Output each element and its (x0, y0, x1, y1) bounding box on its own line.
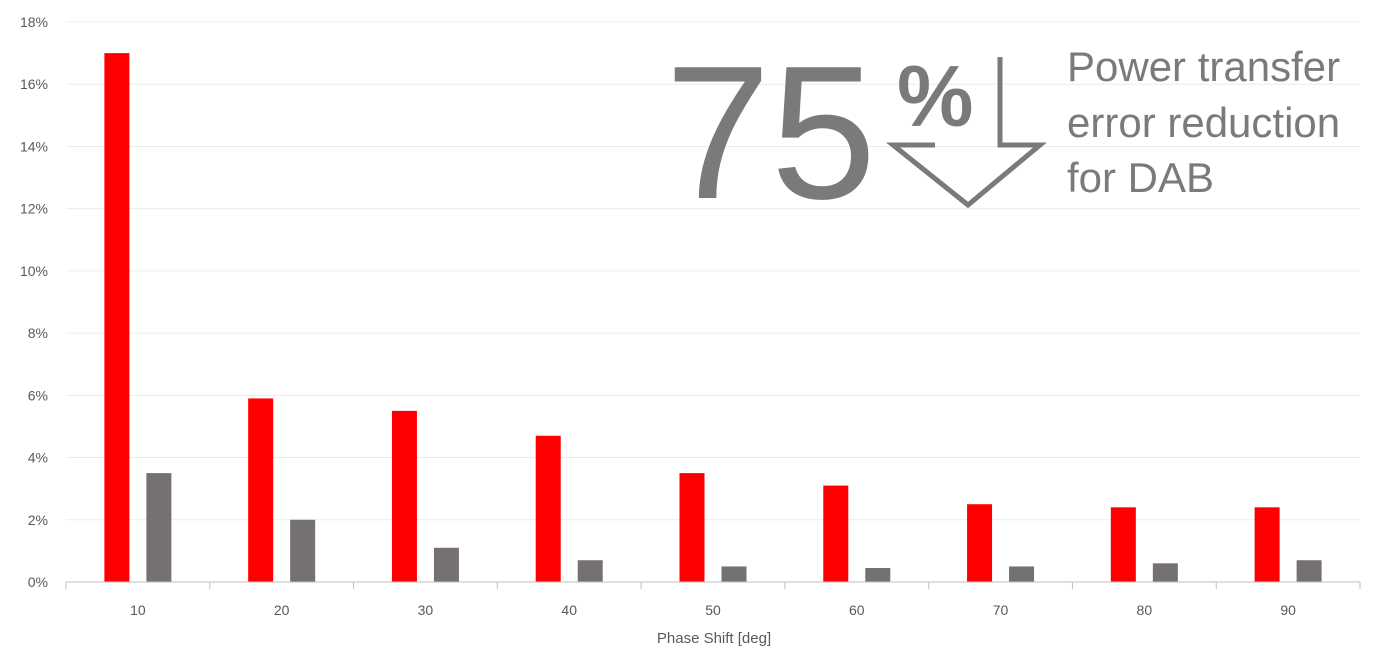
x-tick-label: 40 (561, 602, 577, 618)
y-tick-label: 14% (20, 138, 48, 154)
bar-series-1-40 (535, 435, 561, 582)
bar-series-2-70 (1009, 566, 1035, 582)
bar-series-1-30 (391, 410, 417, 582)
x-tick-label: 70 (993, 602, 1009, 618)
x-tick-label: 30 (418, 602, 434, 618)
callout-value: 75 (665, 27, 876, 239)
callout: 75 % Power transfer error reduction for … (665, 27, 1340, 239)
bar-series-1-10 (104, 53, 130, 583)
y-tick-label: 16% (20, 76, 48, 92)
down-arrow-icon (885, 57, 1047, 209)
bar-series-1-60 (823, 485, 849, 582)
bar-series-2-80 (1152, 563, 1178, 582)
x-tick-label: 90 (1280, 602, 1296, 618)
bar-series-1-70 (967, 504, 993, 582)
y-tick-label: 10% (20, 263, 48, 279)
bar-series-2-60 (865, 568, 891, 582)
x-axis-title: Phase Shift [deg] (657, 630, 771, 647)
bar-series-2-50 (721, 566, 747, 582)
bar-series-2-90 (1296, 560, 1322, 582)
bar-series-2-30 (433, 547, 459, 582)
y-tick-label: 6% (28, 387, 48, 403)
y-tick-label: 12% (20, 201, 48, 217)
grid-lines (66, 21, 1360, 521)
bar-series-2-10 (146, 473, 172, 582)
y-axis-tick-labels: 0% 2% 4% 6% 8% 10% 12% 14% 16% 18% (20, 14, 48, 590)
y-tick-label: 0% (28, 574, 48, 590)
x-axis-tick-labels: 10 20 30 40 50 60 70 80 90 (130, 602, 1296, 618)
y-tick-label: 4% (28, 450, 48, 466)
x-axis-ticks (65, 582, 1361, 589)
x-tick-label: 20 (274, 602, 290, 618)
x-tick-label: 80 (1137, 602, 1153, 618)
callout-line-1: Power transfer (1067, 43, 1340, 90)
x-tick-label: 10 (130, 602, 146, 618)
y-tick-label: 18% (20, 14, 48, 30)
y-tick-label: 8% (28, 325, 48, 341)
callout-line-3: for DAB (1067, 154, 1214, 201)
x-tick-label: 60 (849, 602, 865, 618)
bar-series-2-40 (577, 560, 603, 582)
callout-unit: % (897, 49, 973, 145)
callout-line-2: error reduction (1067, 99, 1340, 146)
bar-series-1-20 (248, 398, 274, 582)
bars (104, 53, 1322, 583)
bar-series-2-20 (290, 519, 316, 582)
y-tick-label: 2% (28, 512, 48, 528)
bar-series-1-90 (1254, 507, 1280, 582)
bar-series-1-80 (1110, 507, 1136, 582)
bar-series-1-50 (679, 473, 705, 582)
x-tick-label: 50 (705, 602, 721, 618)
